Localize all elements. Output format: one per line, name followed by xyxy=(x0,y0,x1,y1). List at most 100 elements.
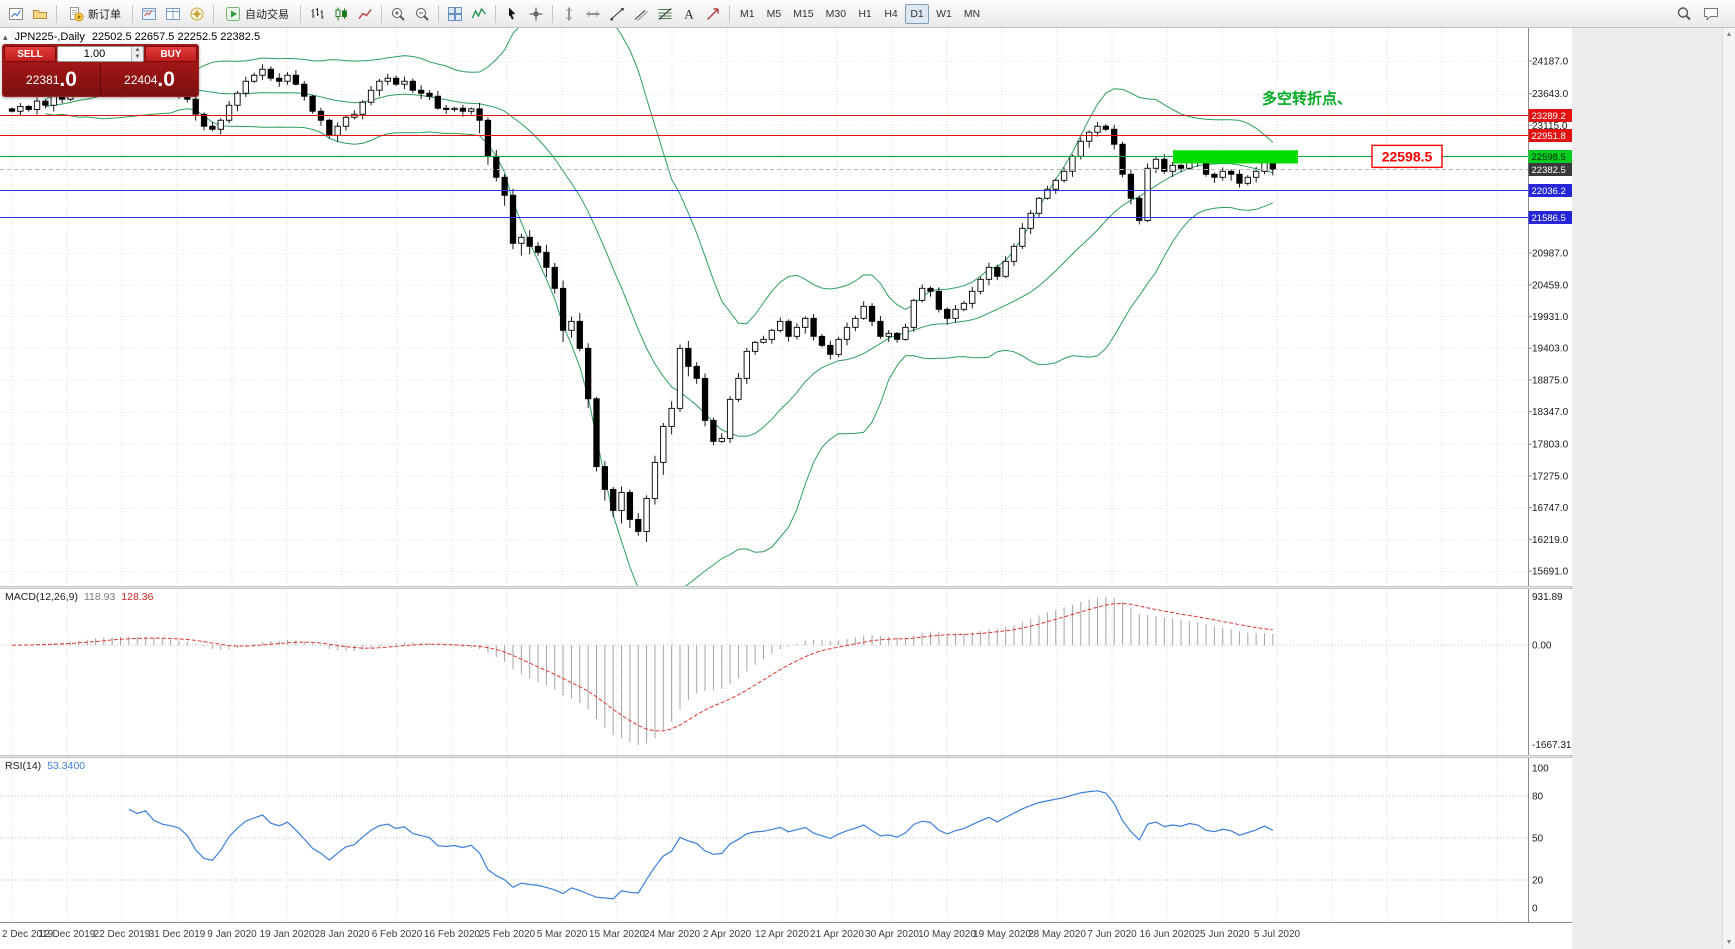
volume-decrease-button[interactable]: ▼ xyxy=(132,54,143,61)
svg-text:50: 50 xyxy=(1532,834,1544,845)
bollinger-bands xyxy=(45,28,1274,586)
pane-splitter[interactable] xyxy=(0,586,1571,589)
timeframe-w1-button[interactable]: W1 xyxy=(931,4,957,24)
candlestick-mode-button[interactable] xyxy=(329,3,353,25)
chat-button[interactable] xyxy=(1699,3,1723,25)
one-click-prices: 22381.0 22404.0 xyxy=(3,63,198,96)
timeframe-m15-button[interactable]: M15 xyxy=(788,4,818,24)
chart-window: 24187.0 23643.0 23115.0 20987.0 20459.0 19931… xyxy=(0,28,1572,949)
date-label: 5 Mar 2020 xyxy=(536,929,588,940)
scroll-up-icon[interactable]: ▲ xyxy=(1725,31,1733,38)
timeframe-d1-button[interactable]: D1 xyxy=(905,3,930,24)
zoom-in-button[interactable] xyxy=(386,3,410,25)
date-label: 12 Apr 2020 xyxy=(755,929,809,940)
sell-price-display[interactable]: 22381.0 xyxy=(3,63,101,96)
macd-pane[interactable]: 931.89 0.00 -1667.31 MACD(12,26,9) 118.93 … xyxy=(0,589,1572,755)
line-chart-mode-button[interactable] xyxy=(353,3,377,25)
macd-histogram xyxy=(19,597,1274,745)
bars-icon xyxy=(311,7,324,19)
highlight-rectangle[interactable] xyxy=(1173,150,1298,164)
toolbar-separator xyxy=(213,4,214,23)
date-label: 10 May 2020 xyxy=(918,929,976,940)
rsi-caption: RSI(14) 53.3400 xyxy=(5,760,85,772)
data-window-button[interactable] xyxy=(161,3,185,25)
volume-increase-button[interactable]: ▲ xyxy=(132,47,143,54)
price-chart-pane[interactable]: 24187.0 23643.0 23115.0 20987.0 20459.0 19931… xyxy=(0,28,1572,586)
sell-price-main: 22381 xyxy=(26,72,60,87)
bar-chart-mode-button[interactable] xyxy=(305,3,329,25)
indicators-list-button[interactable] xyxy=(467,3,491,25)
autotrading-label: 自动交易 xyxy=(245,8,289,21)
chart-annotations[interactable]: 22598.5 多空转折点、 xyxy=(1173,89,1443,169)
date-label: 12 Dec 2019 xyxy=(38,929,96,940)
scroll-down-icon[interactable]: ▼ xyxy=(1725,939,1733,946)
new-chart-button[interactable] xyxy=(4,3,28,25)
macd-signal-value: 128.36 xyxy=(121,591,154,603)
search-button[interactable] xyxy=(1672,3,1696,25)
pane-splitter[interactable] xyxy=(0,755,1571,758)
new-chart-icon xyxy=(9,7,23,20)
line-chart-icon xyxy=(358,8,372,19)
timeframe-h1-button[interactable]: H1 xyxy=(853,4,877,24)
timeframe-h4-button[interactable]: H4 xyxy=(879,4,903,24)
chart-ohlc-values: 22502.5 22657.5 22252.5 22382.5 xyxy=(91,31,261,43)
volume-field: ▲ ▼ xyxy=(57,46,144,62)
one-click-toggle-icon[interactable]: ▴ xyxy=(3,31,8,42)
main-toolbar: 新订单 自动交易 A M1 M5 M15 M30 H1 H4 D1 W1 MN xyxy=(0,0,1735,28)
macd-axis-labels: 931.89 0.00 -1667.31 xyxy=(1532,592,1572,751)
timeframe-mn-button[interactable]: MN xyxy=(959,4,985,24)
svg-text:24187.0: 24187.0 xyxy=(1532,57,1569,68)
vertical-line-tool-button[interactable] xyxy=(557,3,581,25)
svg-text:20: 20 xyxy=(1532,876,1544,887)
date-label: 22 Dec 2019 xyxy=(93,929,151,940)
vertical-gridlines xyxy=(11,28,1498,586)
timeframe-m1-button[interactable]: M1 xyxy=(735,4,760,24)
horizontal-line-tool-button[interactable] xyxy=(581,3,605,25)
sell-button[interactable]: SELL xyxy=(4,46,56,62)
buy-button[interactable]: BUY xyxy=(145,46,197,62)
chat-icon xyxy=(1704,7,1718,21)
trendline-tool-button[interactable] xyxy=(605,3,629,25)
autotrading-button[interactable]: 自动交易 xyxy=(218,3,296,25)
navigator-button[interactable] xyxy=(185,3,209,25)
rsi-pane[interactable]: 100 80 50 20 0 RSI(14) 53.3400 xyxy=(0,758,1572,922)
new-order-button[interactable]: 新订单 xyxy=(61,3,128,25)
tile-windows-button[interactable] xyxy=(443,3,467,25)
svg-text:18875.0: 18875.0 xyxy=(1532,375,1569,386)
svg-text:0: 0 xyxy=(1532,904,1538,915)
text-tool-icon: A xyxy=(684,6,694,21)
fibonacci-tool-button[interactable] xyxy=(653,3,677,25)
svg-text:22598.5: 22598.5 xyxy=(1532,152,1566,163)
volume-input[interactable] xyxy=(58,47,131,61)
svg-text:23115.0: 23115.0 xyxy=(1532,121,1568,132)
channel-tool-button[interactable] xyxy=(629,3,653,25)
price-callout-box[interactable] xyxy=(1371,144,1443,169)
date-axis[interactable]: 2 Dec 2019 12 Dec 2019 22 Dec 2019 31 Dec 2… xyxy=(0,922,1572,949)
profiles-button[interactable] xyxy=(28,3,52,25)
macd-signal-line xyxy=(11,602,1273,732)
arrows-tool-button[interactable] xyxy=(701,3,725,25)
price-chart-canvas[interactable]: 24187.0 23643.0 23115.0 20987.0 20459.0 19931… xyxy=(0,28,1572,586)
text-tool-button[interactable]: A xyxy=(677,3,701,25)
search-icon xyxy=(1677,6,1691,20)
svg-text:17803.0: 17803.0 xyxy=(1532,440,1569,451)
macd-label: MACD(12,26,9) xyxy=(5,591,78,603)
market-watch-button[interactable] xyxy=(137,3,161,25)
cursor-tool-button[interactable] xyxy=(500,3,524,25)
toolbar-separator xyxy=(438,4,439,23)
svg-text:22951.8: 22951.8 xyxy=(1532,131,1566,142)
date-label: 31 Dec 2019 xyxy=(148,929,206,940)
note-text[interactable]: 多空转折点、 xyxy=(1262,89,1352,107)
vertical-scrollbar[interactable]: ▲ ▼ xyxy=(1722,28,1735,949)
timeframe-m30-button[interactable]: M30 xyxy=(821,4,851,24)
crosshair-tool-button[interactable] xyxy=(524,3,548,25)
zoom-out-button[interactable] xyxy=(410,3,434,25)
buy-price-display[interactable]: 22404.0 xyxy=(101,63,198,96)
svg-text:19403.0: 19403.0 xyxy=(1532,344,1569,355)
date-label: 25 Jun 2020 xyxy=(1194,929,1250,940)
toolbar-separator xyxy=(381,4,382,23)
timeframe-m5-button[interactable]: M5 xyxy=(762,4,787,24)
rsi-line xyxy=(128,790,1274,900)
date-label: 21 Apr 2020 xyxy=(810,929,864,940)
buy-price-pips: .0 xyxy=(157,68,175,91)
